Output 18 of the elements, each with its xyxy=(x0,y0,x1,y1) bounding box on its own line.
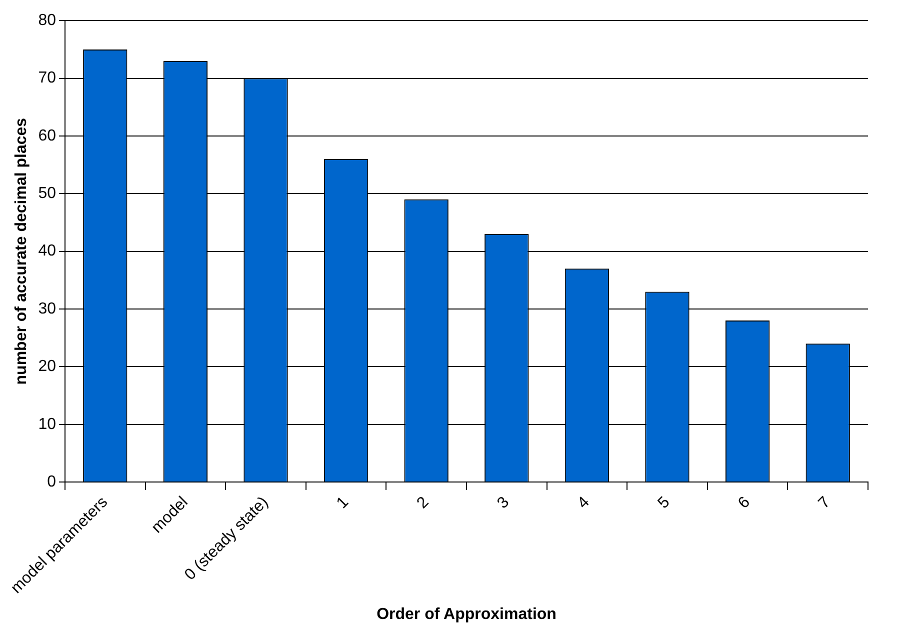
x-tick-label: 5 xyxy=(654,494,674,512)
x-tick-label: 7 xyxy=(815,494,834,512)
y-tick-label: 40 xyxy=(38,242,56,260)
x-tick-label: 1 xyxy=(334,494,352,512)
y-tick-label: 10 xyxy=(38,416,56,433)
y-tick-label: 50 xyxy=(38,185,56,202)
x-tick-label: 3 xyxy=(494,494,513,512)
y-axis-title: number of accurate decimal places xyxy=(13,118,30,385)
y-tick-label: 20 xyxy=(38,358,56,376)
y-tick-label: 30 xyxy=(38,300,56,318)
y-tick-label: 0 xyxy=(47,473,56,490)
y-tick-label: 80 xyxy=(38,12,56,30)
x-tick-label: 2 xyxy=(414,494,432,512)
x-tick-label: 6 xyxy=(735,494,754,512)
x-tick-label: 4 xyxy=(574,494,593,512)
x-axis-title: Order of Approximation xyxy=(376,606,556,623)
y-tick-label: 60 xyxy=(38,127,56,144)
y-tick-label: 70 xyxy=(38,70,56,87)
